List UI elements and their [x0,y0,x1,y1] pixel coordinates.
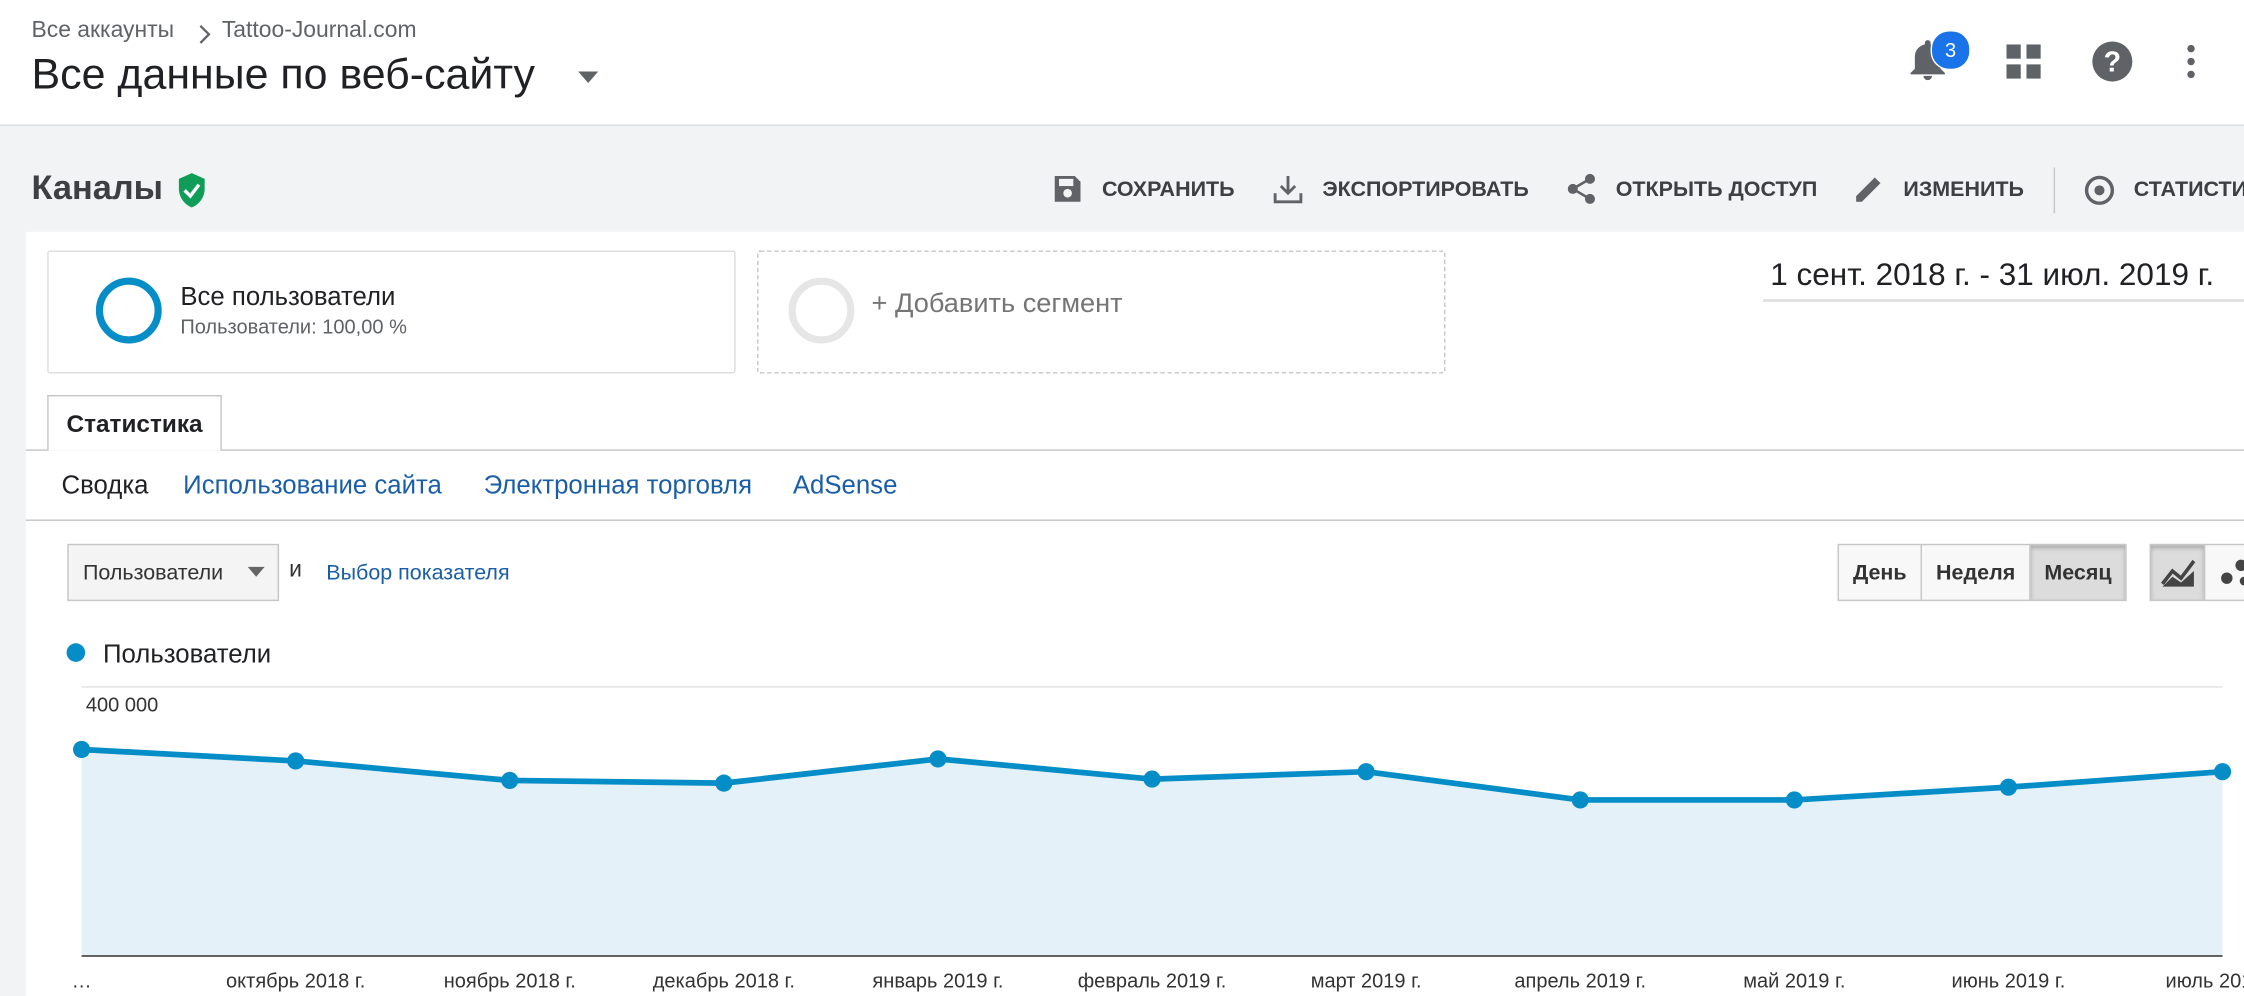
metric-dropdown[interactable]: Пользователи [67,543,280,602]
x-tick-label: … [72,970,92,992]
edit-button[interactable]: ИЗМЕНИТЬ [1903,177,2024,202]
point [501,771,519,790]
toolbar-divider [2053,167,2056,214]
save-button[interactable]: СОХРАНИТЬ [1101,177,1235,202]
legend-swatch [66,643,86,662]
help-icon[interactable]: ? [2091,40,2134,83]
apps-icon[interactable] [2006,44,2041,79]
notification-badge: 3 [1930,30,1971,71]
x-tick-label: апрель 2019 г. [1514,970,1646,992]
date-range[interactable]: 1 сент. 2018 г. - 31 июл. 2019 г. [1770,256,2215,292]
line-chart-toggle[interactable] [2149,543,2206,602]
point [72,740,91,759]
export-button[interactable]: ЭКСПОРТИРОВАТЬ [1322,177,1529,202]
metric-caret [247,566,265,577]
granularity-button[interactable]: День [1837,543,1922,602]
breadcrumb-link[interactable]: Все аккаунты [31,18,175,43]
x-tick-label: июнь 2019 г. [1952,970,2066,992]
breadcrumb-link[interactable]: Tattoo-Journal.com [221,18,417,43]
point [1571,791,1589,809]
point [715,774,733,792]
x-tick-label: декабрь 2018 г. [653,970,795,992]
x-tick-label: май 2019 г. [1743,970,1845,992]
y-tick-label: 400 000 [86,694,158,716]
subtab-link[interactable]: AdSense [792,470,898,500]
more-icon[interactable] [2184,43,2198,80]
point [929,750,947,768]
report-title: Каналы [31,168,163,208]
insights-icon[interactable] [2082,173,2116,207]
verified-shield [178,173,205,208]
subtab-link[interactable]: Использование сайта [183,470,442,500]
point [1785,791,1803,809]
edit-icon[interactable] [1853,173,1884,204]
date-range-underline [1763,299,2244,302]
x-tick-label: июль 2019 г. [2166,970,2244,992]
top-bar: Все аккаунты Tattoo-Journal.com Все данн… [0,0,2244,126]
line-chart-icon [2160,559,2195,587]
motion-chart-toggle[interactable] [2203,543,2244,602]
save-icon[interactable] [1053,175,1082,204]
x-tick-label: ноябрь 2018 г. [444,970,576,992]
add-segment-label[interactable]: + Добавить сегмент [871,289,1123,320]
subtab-divider [25,519,2244,521]
metric-picker[interactable]: Выбор показателя [326,560,510,586]
motion-chart-icon [2221,559,2244,586]
tab-divider [25,449,2244,451]
subtab-active[interactable]: Сводка [61,470,149,500]
share-button[interactable]: ОТКРЫТЬ ДОСТУП [1615,177,1818,202]
granularity-button-active[interactable]: Месяц [2029,543,2127,602]
segment-card[interactable] [47,250,736,374]
export-icon[interactable] [1272,173,1303,204]
tab-active[interactable]: Статистика [47,394,222,451]
point [1357,763,1375,781]
x-tick-label: февраль 2019 г. [1078,970,1227,992]
view-title[interactable]: Все данные по веб-сайту [31,51,536,99]
segment-ring [95,277,162,344]
view-caret[interactable] [575,69,601,86]
point [2213,763,2232,781]
point [1999,778,2018,796]
x-tick-label: январь 2019 г. [872,970,1003,992]
insights-button[interactable]: СТАТИСТИКА [2133,177,2244,202]
point [287,752,305,770]
segment-name: Все пользователи [180,281,396,311]
subtab-link[interactable]: Электронная торговля [483,470,753,500]
metric-selected: Пользователи [83,560,224,585]
svg-text:?: ? [2104,47,2121,79]
segment-detail: Пользователи: 100,00 % [180,314,407,338]
x-tick-label: март 2019 г. [1311,970,1422,992]
add-segment-ring [788,277,855,344]
point [1143,770,1161,788]
legend-label: Пользователи [103,641,271,669]
share-icon[interactable] [1566,173,1597,204]
add-segment-card[interactable] [757,250,1446,374]
metric-joiner: и [289,558,302,583]
x-tick-label: октябрь 2018 г. [226,970,365,992]
breadcrumb-separator [199,24,211,44]
